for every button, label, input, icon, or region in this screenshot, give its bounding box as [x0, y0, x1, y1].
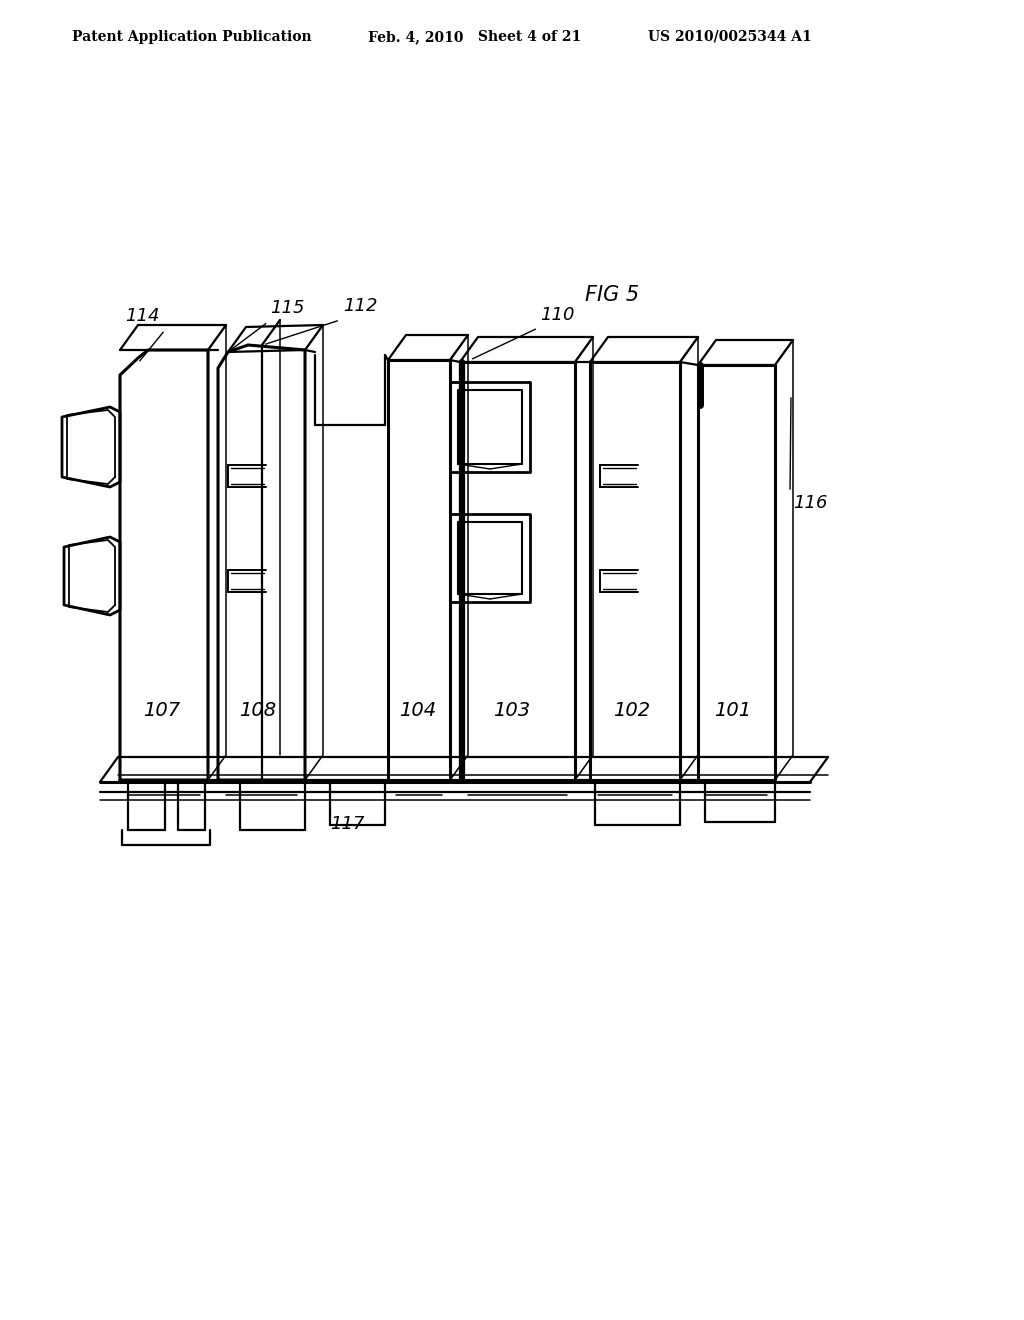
- Text: Patent Application Publication: Patent Application Publication: [72, 30, 311, 44]
- Text: 102: 102: [613, 701, 650, 719]
- Text: 101: 101: [715, 701, 752, 719]
- Text: Sheet 4 of 21: Sheet 4 of 21: [478, 30, 582, 44]
- Text: FIG 5: FIG 5: [585, 285, 639, 305]
- Text: US 2010/0025344 A1: US 2010/0025344 A1: [648, 30, 812, 44]
- Text: 110: 110: [540, 306, 574, 323]
- Text: 117: 117: [330, 814, 365, 833]
- Text: 114: 114: [126, 308, 160, 325]
- Text: 104: 104: [399, 701, 436, 719]
- Text: Feb. 4, 2010: Feb. 4, 2010: [368, 30, 464, 44]
- Text: 112: 112: [343, 297, 378, 315]
- Text: 116: 116: [793, 494, 827, 512]
- Text: 115: 115: [270, 300, 304, 317]
- Text: 103: 103: [494, 701, 530, 719]
- Text: 108: 108: [240, 701, 276, 719]
- Text: 107: 107: [143, 701, 180, 719]
